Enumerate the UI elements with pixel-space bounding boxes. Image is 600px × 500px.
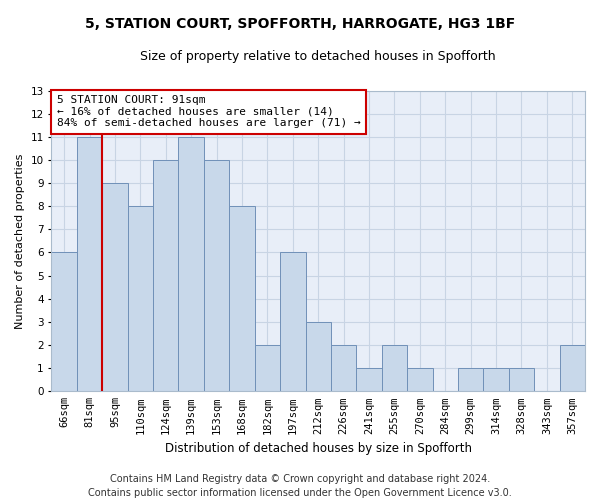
- Text: 5, STATION COURT, SPOFFORTH, HARROGATE, HG3 1BF: 5, STATION COURT, SPOFFORTH, HARROGATE, …: [85, 18, 515, 32]
- X-axis label: Distribution of detached houses by size in Spofforth: Distribution of detached houses by size …: [165, 442, 472, 455]
- Bar: [458, 368, 484, 392]
- Text: 5 STATION COURT: 91sqm
← 16% of detached houses are smaller (14)
84% of semi-det: 5 STATION COURT: 91sqm ← 16% of detached…: [57, 95, 361, 128]
- Title: Size of property relative to detached houses in Spofforth: Size of property relative to detached ho…: [140, 50, 496, 63]
- Bar: [560, 345, 585, 392]
- Bar: [305, 322, 331, 392]
- Bar: [280, 252, 305, 392]
- Bar: [407, 368, 433, 392]
- Bar: [229, 206, 255, 392]
- Bar: [77, 137, 102, 392]
- Bar: [356, 368, 382, 392]
- Bar: [255, 345, 280, 392]
- Bar: [52, 252, 77, 392]
- Bar: [128, 206, 153, 392]
- Y-axis label: Number of detached properties: Number of detached properties: [15, 153, 25, 328]
- Bar: [382, 345, 407, 392]
- Bar: [509, 368, 534, 392]
- Bar: [204, 160, 229, 392]
- Bar: [153, 160, 178, 392]
- Text: Contains HM Land Registry data © Crown copyright and database right 2024.
Contai: Contains HM Land Registry data © Crown c…: [88, 474, 512, 498]
- Bar: [102, 183, 128, 392]
- Bar: [178, 137, 204, 392]
- Bar: [484, 368, 509, 392]
- Bar: [331, 345, 356, 392]
